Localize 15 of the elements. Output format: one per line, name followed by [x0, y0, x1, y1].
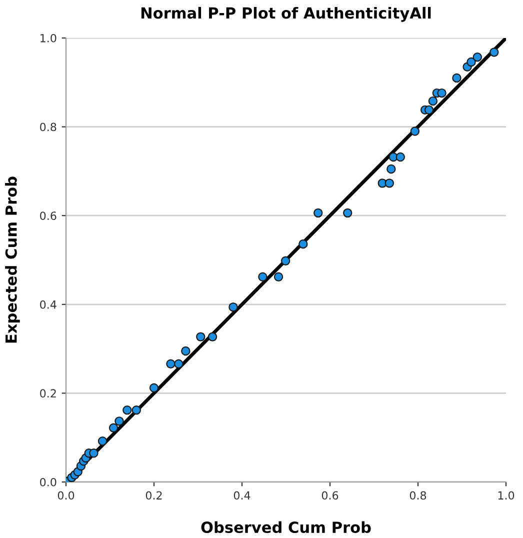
- y-tick-label: 0.2: [40, 389, 56, 398]
- y-tick-label: 1.0: [40, 34, 56, 42]
- y-axis-title: Expected Cum Prob: [5, 176, 20, 343]
- x-tick-label: 0.0: [58, 491, 74, 500]
- x-tick-label: 0.6: [322, 491, 338, 500]
- x-tick-label: 0.4: [234, 491, 250, 500]
- x-axis-title: Observed Cum Prob: [201, 521, 371, 534]
- y-tick-label: 0.0: [40, 478, 56, 486]
- y-tick-label: 0.8: [40, 122, 56, 132]
- chart-title: Normal P-P Plot of AuthenticityAll: [141, 6, 431, 22]
- y-tick-label: 0.6: [40, 212, 56, 220]
- x-tick-label: 1.0: [498, 491, 514, 500]
- y-tick-label: 0.4: [40, 300, 56, 309]
- x-tick-label: 0.8: [410, 491, 426, 500]
- x-tick-label: 0.2: [146, 491, 162, 500]
